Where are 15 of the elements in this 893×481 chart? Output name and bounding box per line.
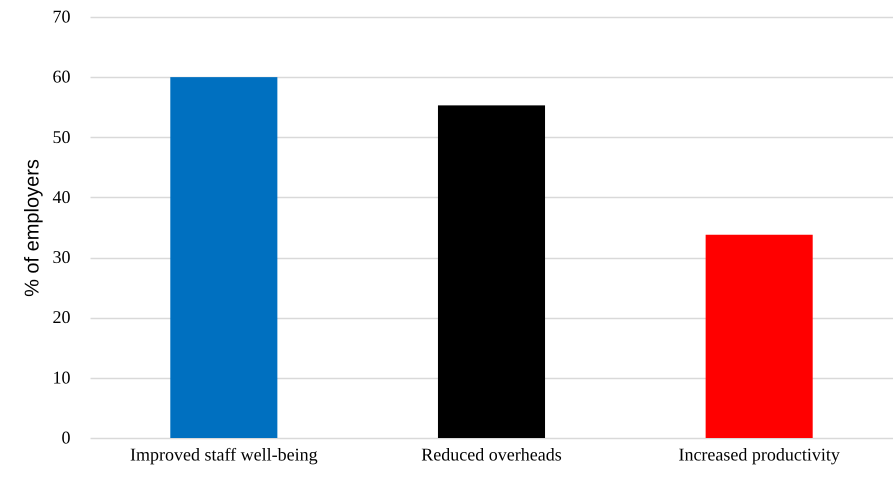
y-axis-title: % of employers bbox=[22, 159, 44, 297]
x-tick-label: Reduced overheads bbox=[421, 444, 562, 464]
y-tick-label: 0 bbox=[62, 428, 70, 448]
y-tick-label: 60 bbox=[52, 66, 70, 87]
y-tick-label: 30 bbox=[52, 247, 70, 268]
bar bbox=[170, 77, 278, 438]
bar bbox=[438, 105, 546, 438]
y-tick-label: 10 bbox=[52, 367, 70, 388]
y-tick-label: 50 bbox=[52, 126, 70, 147]
y-tick-label: 20 bbox=[52, 307, 70, 328]
x-tick-label: Increased productivity bbox=[678, 444, 840, 464]
bar bbox=[706, 234, 813, 438]
x-tick-label: Improved staff well-being bbox=[130, 444, 318, 464]
y-tick-label: 70 bbox=[52, 6, 70, 26]
y-tick-label: 40 bbox=[52, 186, 70, 207]
